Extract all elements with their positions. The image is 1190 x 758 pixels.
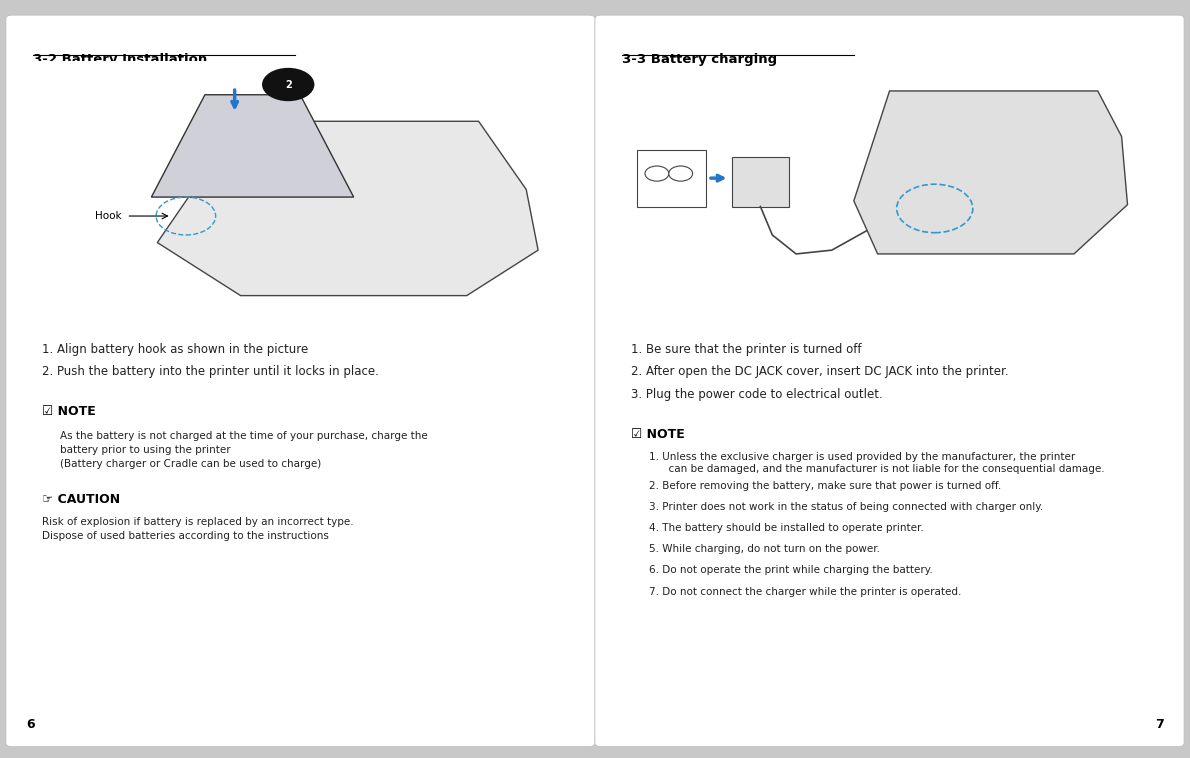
Text: As the battery is not charged at the time of your purchase, charge the
battery p: As the battery is not charged at the tim… [60,431,427,468]
Text: ☑ NOTE: ☑ NOTE [631,428,684,440]
Text: 3-3 Battery charging: 3-3 Battery charging [622,53,777,66]
Text: 2. Push the battery into the printer until it locks in place.: 2. Push the battery into the printer unt… [42,365,378,378]
Text: 7. Do not connect the charger while the printer is operated.: 7. Do not connect the charger while the … [649,587,962,597]
FancyBboxPatch shape [6,15,595,747]
Text: 3. Plug the power code to electrical outlet.: 3. Plug the power code to electrical out… [631,388,883,401]
Text: 2. Before removing the battery, make sure that power is turned off.: 2. Before removing the battery, make sur… [649,481,1001,490]
Text: 3. Printer does not work in the status of being connected with charger only.: 3. Printer does not work in the status o… [649,502,1042,512]
Text: 1. Be sure that the printer is turned off: 1. Be sure that the printer is turned of… [631,343,862,356]
Text: ☞ CAUTION: ☞ CAUTION [42,493,120,506]
Polygon shape [854,91,1128,254]
Circle shape [645,166,669,181]
FancyBboxPatch shape [732,158,789,207]
Text: 3-2 Battery Installation: 3-2 Battery Installation [33,53,207,66]
Text: ☑ NOTE: ☑ NOTE [42,405,95,418]
Text: 6. Do not operate the print while charging the battery.: 6. Do not operate the print while chargi… [649,565,932,575]
Text: 6: 6 [26,719,35,731]
Polygon shape [151,95,353,197]
FancyBboxPatch shape [24,61,577,326]
FancyBboxPatch shape [637,150,706,207]
FancyBboxPatch shape [595,15,1184,747]
Text: Hook: Hook [95,211,121,221]
Circle shape [669,166,693,181]
Text: Risk of explosion if battery is replaced by an incorrect type.
Dispose of used b: Risk of explosion if battery is replaced… [42,517,353,541]
Text: 2. After open the DC JACK cover, insert DC JACK into the printer.: 2. After open the DC JACK cover, insert … [631,365,1008,378]
Text: 1. Unless the exclusive charger is used provided by the manufacturer, the printe: 1. Unless the exclusive charger is used … [649,452,1104,475]
Text: 1. Align battery hook as shown in the picture: 1. Align battery hook as shown in the pi… [42,343,308,356]
Text: 5. While charging, do not turn on the power.: 5. While charging, do not turn on the po… [649,544,879,554]
Text: 7: 7 [1155,719,1164,731]
Circle shape [262,68,314,102]
Text: 4. The battery should be installed to operate printer.: 4. The battery should be installed to op… [649,523,923,533]
Text: 2: 2 [284,80,292,89]
Polygon shape [157,121,538,296]
